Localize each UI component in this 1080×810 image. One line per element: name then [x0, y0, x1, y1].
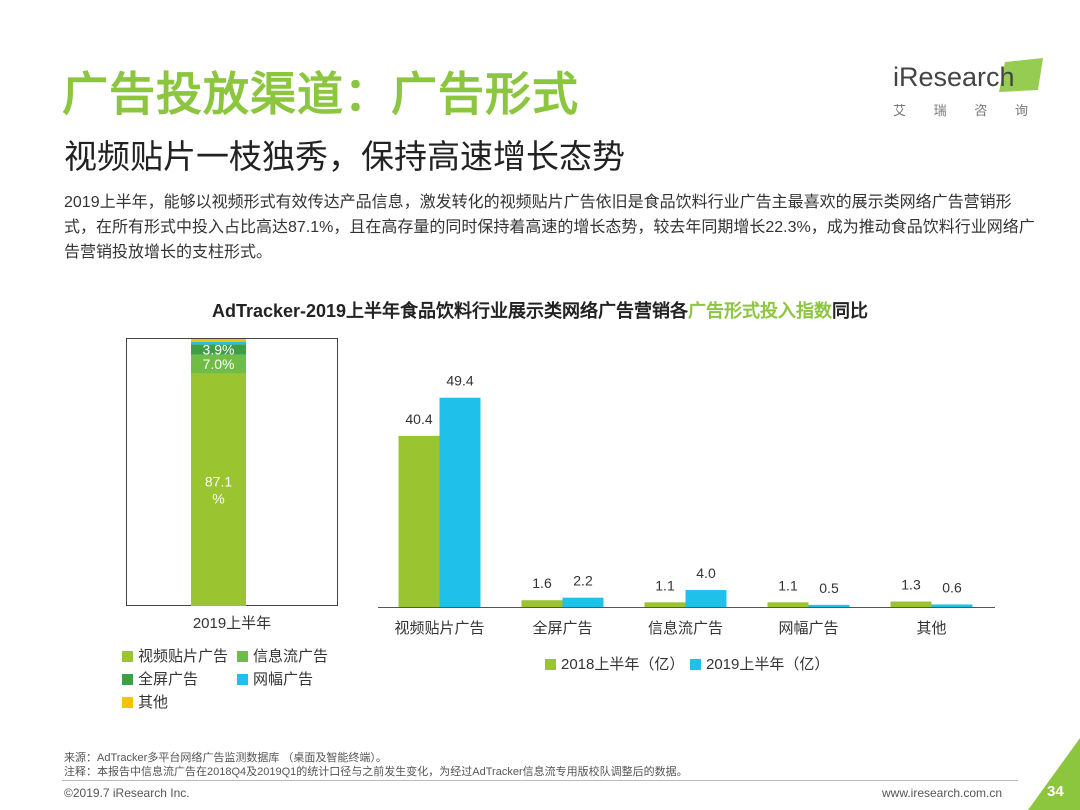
- stack-segment-banner: [191, 341, 246, 345]
- bar-value-label: 4.0: [696, 565, 716, 581]
- page-title: 广告投放渠道：广告形式: [62, 68, 579, 120]
- footer-divider: [62, 780, 1018, 781]
- stack-segment-label: 87.1: [205, 474, 232, 490]
- bar-value-label: 1.1: [778, 577, 798, 593]
- bar-2019: [808, 604, 850, 607]
- legend-info-flow: 信息流广告: [237, 645, 328, 666]
- legend-swatch: [122, 674, 133, 685]
- legend-swatch: [122, 697, 133, 708]
- legend-banner: 网幅广告: [237, 668, 313, 689]
- bar-value-label: 40.4: [405, 411, 432, 427]
- logo-char: 艾: [893, 103, 907, 118]
- footer-source: 来源：AdTracker多平台网络广告监测数据库 （桌面及智能终端）。: [64, 752, 387, 764]
- copyright: ©2019.7 iResearch Inc.: [64, 786, 190, 800]
- logo-wordmark: iResearch: [893, 62, 1015, 92]
- bar-value-label: 0.6: [942, 579, 962, 595]
- category-tick-label: 信息流广告: [648, 620, 723, 637]
- bar-2019: [931, 604, 973, 607]
- legend-swatch: [545, 659, 556, 670]
- logo-leaf-icon: [999, 58, 1043, 92]
- chart-title: AdTracker-2019上半年食品饮料行业展示类网络广告营销各广告形式投入指…: [0, 297, 1080, 323]
- chart-title-suffix: 同比: [832, 301, 869, 321]
- stack-segment-label: 7.0%: [203, 356, 235, 372]
- legend-fullscreen: 全屏广告: [122, 668, 198, 689]
- stack-segment-label: 3.9%: [203, 342, 235, 358]
- legend-swatch: [237, 674, 248, 685]
- legend-label: 其他: [138, 694, 169, 711]
- stack-segment-info_flow: [191, 354, 246, 374]
- legend-video: 视频贴片广告: [122, 645, 228, 666]
- bar-2018: [398, 435, 440, 607]
- legend-swatch: [237, 651, 248, 662]
- chart-title-highlight: 广告形式投入指数: [688, 301, 833, 321]
- legend-swatch: [122, 651, 133, 662]
- stack-segment-fullscreen: [191, 344, 246, 355]
- page-badge-shape: [1028, 738, 1080, 810]
- bar-value-label: 0.5: [819, 580, 839, 596]
- legend-label: 2019上半年（亿）: [706, 656, 830, 673]
- bar-2018: [521, 600, 563, 607]
- bar-value-label: 49.4: [446, 373, 473, 389]
- logo-chinese: 艾 瑞 咨 询: [893, 100, 1028, 119]
- footer-note: 注释：本报告中信息流广告在2018Q4及2019Q1的统计口径与之前发生变化，为…: [64, 766, 688, 778]
- legend-label: 2018上半年（亿）: [561, 656, 685, 673]
- bar-2018: [890, 601, 932, 607]
- legend-swatch: [690, 659, 701, 670]
- legend-2018: 2018上半年（亿）: [545, 653, 684, 674]
- legend-other: 其他: [122, 691, 168, 712]
- legend-label: 信息流广告: [253, 648, 329, 665]
- bar-value-label: 1.6: [532, 575, 552, 591]
- bar-2019: [562, 597, 604, 607]
- bar-value-label: 1.1: [655, 577, 675, 593]
- bar-2018: [767, 602, 809, 607]
- legend-label: 视频贴片广告: [138, 648, 229, 665]
- bar-2019: [439, 397, 481, 607]
- page-number: 34: [1047, 783, 1064, 800]
- bar-value-label: 1.3: [901, 576, 921, 592]
- bar-2018: [644, 602, 686, 607]
- iresearch-logo: iResearch 艾 瑞 咨 询: [893, 58, 1053, 128]
- stacked-category-label: 2019上半年: [192, 615, 272, 632]
- page-subtitle: 视频贴片一枝独秀，保持高速增长态势: [64, 138, 625, 175]
- category-tick-label: 网幅广告: [778, 620, 838, 637]
- category-tick-label: 全屏广告: [532, 619, 592, 637]
- category-tick-label: 视频贴片广告: [394, 620, 484, 637]
- stack-segment-other: [191, 339, 246, 342]
- legend-label: 全屏广告: [138, 671, 199, 688]
- summary-paragraph: 2019上半年，能够以视频形式有效传达产品信息，激发转化的视频贴片广告依旧是食品…: [64, 194, 1035, 261]
- legend-label: 网幅广告: [253, 671, 314, 688]
- logo-char: 询: [1014, 103, 1028, 118]
- stack-segment-label: %: [212, 491, 224, 507]
- stack-segment-video: [191, 373, 246, 606]
- website-url: www.iresearch.com.cn: [882, 786, 1003, 800]
- chart-title-prefix: AdTracker-2019上半年食品饮料行业展示类网络广告营销各: [211, 301, 689, 321]
- bar-2019: [685, 590, 727, 607]
- bar-value-label: 2.2: [573, 573, 593, 589]
- category-tick-label: 其他: [916, 620, 946, 637]
- logo-char: 咨: [974, 103, 988, 118]
- legend-2019: 2019上半年（亿）: [690, 653, 829, 674]
- logo-char: 瑞: [933, 103, 947, 118]
